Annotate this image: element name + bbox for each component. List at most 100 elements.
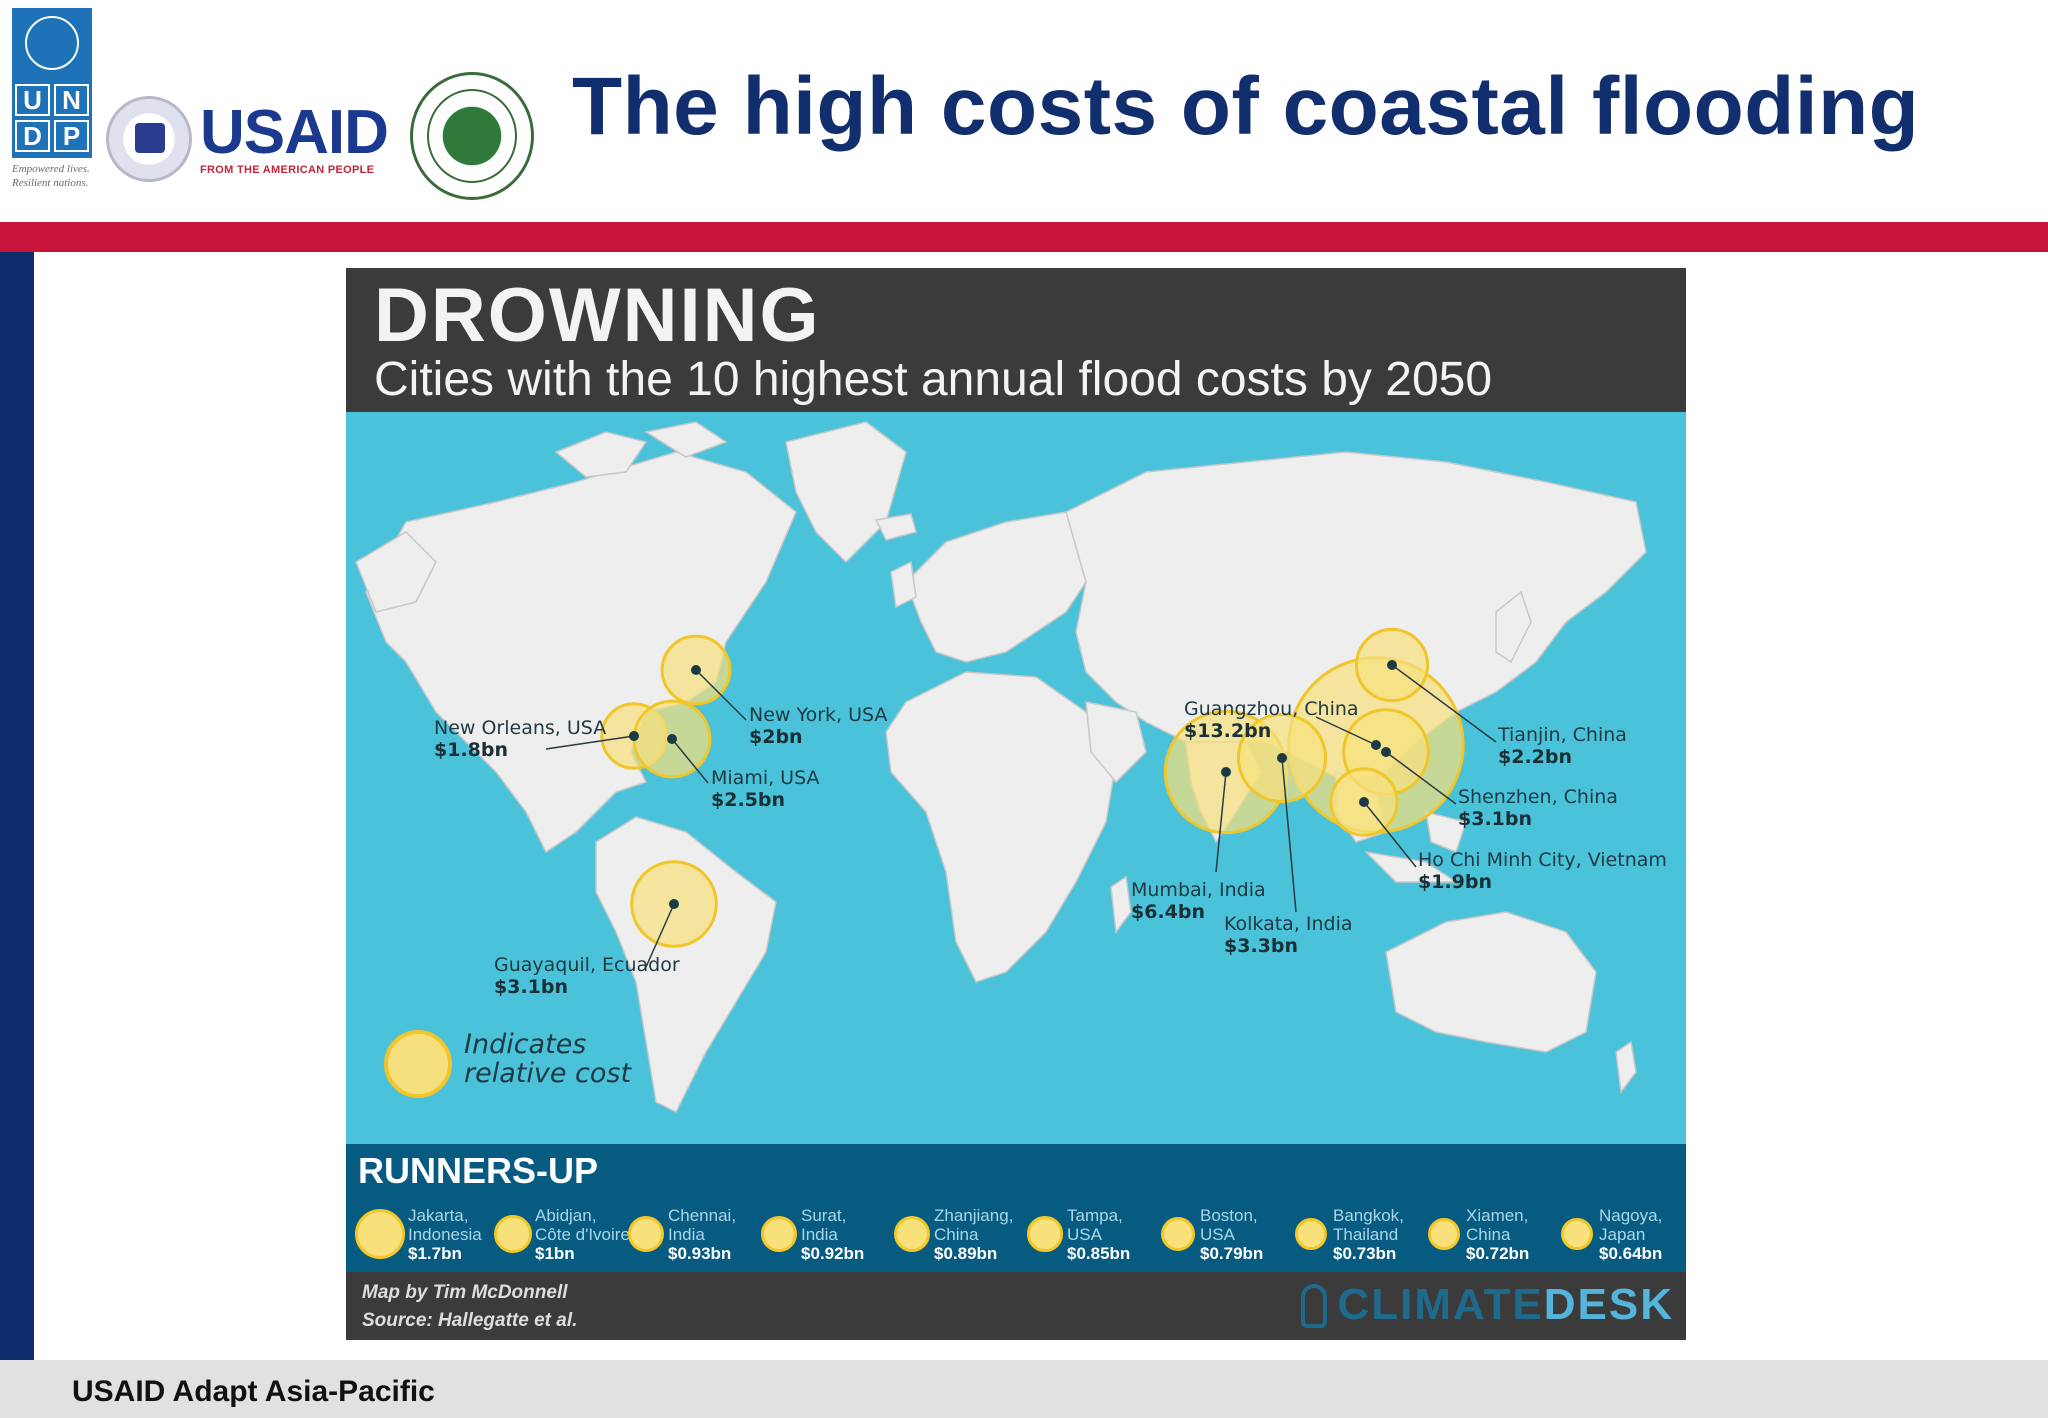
europe-land <box>905 511 1107 663</box>
climate-desk-logo: CLIMATEDESK <box>1301 1280 1674 1330</box>
credit-source: Source: Hallegatte et al. <box>362 1310 578 1331</box>
australia-land <box>1385 911 1597 1053</box>
svg-text:Tianjin, China: Tianjin, China <box>1497 724 1627 746</box>
runner-up-item: Tampa, USA $0.85bn <box>1019 1204 1152 1270</box>
svg-text:Mumbai, India: Mumbai, India <box>1131 879 1266 901</box>
runner-up-country: USA <box>1200 1225 1235 1244</box>
runner-up-country: Thailand <box>1333 1225 1399 1244</box>
runner-up-label: Tampa, USA $0.85bn <box>1067 1206 1130 1263</box>
undp-logo: U N D P Empowered lives. Resilient natio… <box>12 8 92 190</box>
runner-up-country: India <box>801 1225 838 1244</box>
usaid-wordmark: USAID <box>200 98 389 167</box>
city-name: Shenzhen, China <box>1458 786 1618 808</box>
infographic-header: DROWNING Cities with the 10 highest annu… <box>346 268 1686 412</box>
runner-up-city: Surat, <box>801 1206 847 1225</box>
svg-text:relative cost: relative cost <box>464 1058 632 1089</box>
city-name: Tianjin, China <box>1497 724 1627 746</box>
legend-circle-icon <box>384 1030 452 1098</box>
city-cost: $13.2bn <box>1184 720 1271 742</box>
runner-up-cost: $0.64bn <box>1599 1244 1663 1263</box>
svg-text:$2bn: $2bn <box>749 726 803 748</box>
runner-up-country: USA <box>1067 1225 1102 1244</box>
runner-up-label: Zhanjiang, China $0.89bn <box>934 1206 1013 1263</box>
arabia-land <box>1085 701 1147 784</box>
city-dot <box>1381 747 1391 757</box>
runner-up-cost: $0.89bn <box>934 1244 998 1263</box>
city-dot <box>1387 660 1397 670</box>
city-leader-line <box>1281 757 1297 913</box>
runner-up-item: Bangkok, Thailand $0.73bn <box>1285 1204 1418 1270</box>
city-cost: $2bn <box>749 726 803 748</box>
svg-text:$2.5bn: $2.5bn <box>711 789 785 811</box>
svg-text:Indicates: Indicates <box>464 1029 586 1060</box>
runner-up-city: Boston, <box>1200 1206 1258 1225</box>
city-leader-line <box>1391 664 1497 743</box>
city-leader-line <box>1215 771 1227 873</box>
credits: Map by Tim McDonnell Source: Hallegatte … <box>346 1272 1686 1340</box>
runner-up-city: Xiamen, <box>1466 1206 1529 1225</box>
city-dots <box>629 660 1397 909</box>
runners-up-panel: RUNNERS-UP Jakarta, Indonesia $1.7bn Abidja… <box>346 1144 1686 1272</box>
infographic: DROWNING Cities with the 10 highest annu… <box>346 268 1686 1340</box>
runner-up-city: Bangkok, <box>1333 1206 1404 1225</box>
city-leader-line <box>545 735 635 750</box>
svg-text:Guangzhou, China: Guangzhou, China <box>1184 698 1359 720</box>
japan-land <box>1495 590 1532 664</box>
iceland-land <box>874 513 917 541</box>
brand-climate: CLIMATE <box>1337 1280 1544 1329</box>
city-name: Miami, USA <box>711 767 820 789</box>
africa-land <box>885 671 1117 983</box>
runner-up-city: Nagoya, <box>1599 1206 1663 1225</box>
city-leader-line <box>645 903 675 968</box>
microphone-icon <box>1301 1284 1328 1328</box>
runner-up-circle <box>1561 1218 1593 1250</box>
runner-up-item: Boston, USA $0.79bn <box>1152 1204 1285 1270</box>
runner-up-item: Jakarta, Indonesia $1.7bn <box>354 1204 487 1270</box>
world-map: New Orleans, USA $1.8bn New York, USA $2… <box>346 412 1686 1144</box>
runner-up-circle <box>627 1215 665 1253</box>
city-dot <box>1371 740 1381 750</box>
city-dot <box>667 734 677 744</box>
city-leader-line <box>671 738 709 784</box>
city-dot <box>1221 767 1231 777</box>
runner-up-item: Xiamen, China $0.72bn <box>1418 1204 1551 1270</box>
city-name: Mumbai, India <box>1131 879 1266 901</box>
city-dot <box>629 731 639 741</box>
madagascar-land <box>1110 875 1132 934</box>
svg-text:$1.9bn: $1.9bn <box>1418 871 1492 893</box>
runner-up-item: Chennai, India $0.93bn <box>620 1204 753 1270</box>
svg-text:$3.1bn: $3.1bn <box>494 976 568 998</box>
runner-up-cost: $0.73bn <box>1333 1244 1397 1263</box>
svg-text:$6.4bn: $6.4bn <box>1131 901 1205 923</box>
runner-up-circle <box>493 1214 533 1254</box>
city-leader-line <box>1315 716 1377 746</box>
usaid-seal-icon <box>106 96 192 182</box>
svg-text:Miami, USA: Miami, USA <box>711 767 820 789</box>
new-zealand-land <box>1615 1040 1637 1094</box>
undp-tagline-1: Empowered lives. <box>12 163 90 175</box>
undp-letter: U <box>15 84 50 116</box>
runner-up-item: Nagoya, Japan $0.64bn <box>1551 1204 1684 1270</box>
runner-up-label: Xiamen, China $0.72bn <box>1466 1206 1529 1263</box>
runner-up-city: Jakarta, <box>408 1206 469 1225</box>
brand-desk: DESK <box>1543 1280 1674 1329</box>
usaid-logo: USAID FROM THE AMERICAN PEOPLE <box>106 96 389 182</box>
runner-up-cost: $0.92bn <box>801 1244 865 1263</box>
runner-up-item: Zhanjiang, China $0.89bn <box>886 1204 1019 1270</box>
runner-up-cost: $0.79bn <box>1200 1244 1264 1263</box>
runner-up-cost: $0.72bn <box>1466 1244 1530 1263</box>
runners-up-title: RUNNERS-UP <box>358 1150 599 1191</box>
runner-up-city: Tampa, <box>1067 1206 1123 1225</box>
city-dot <box>1359 797 1369 807</box>
city-cost: $3.3bn <box>1224 935 1298 957</box>
city-leader-line <box>1385 751 1457 805</box>
runner-up-city: Zhanjiang, <box>934 1206 1014 1225</box>
city-leader-line <box>1363 801 1417 868</box>
runner-up-circle <box>355 1209 405 1259</box>
land-masses <box>355 421 1647 1114</box>
undp-letter: N <box>54 84 89 116</box>
alaska-land <box>355 531 437 613</box>
runner-up-cost: $1.7bn <box>408 1244 462 1263</box>
page-title: The high costs of coastal flooding <box>572 61 1920 152</box>
